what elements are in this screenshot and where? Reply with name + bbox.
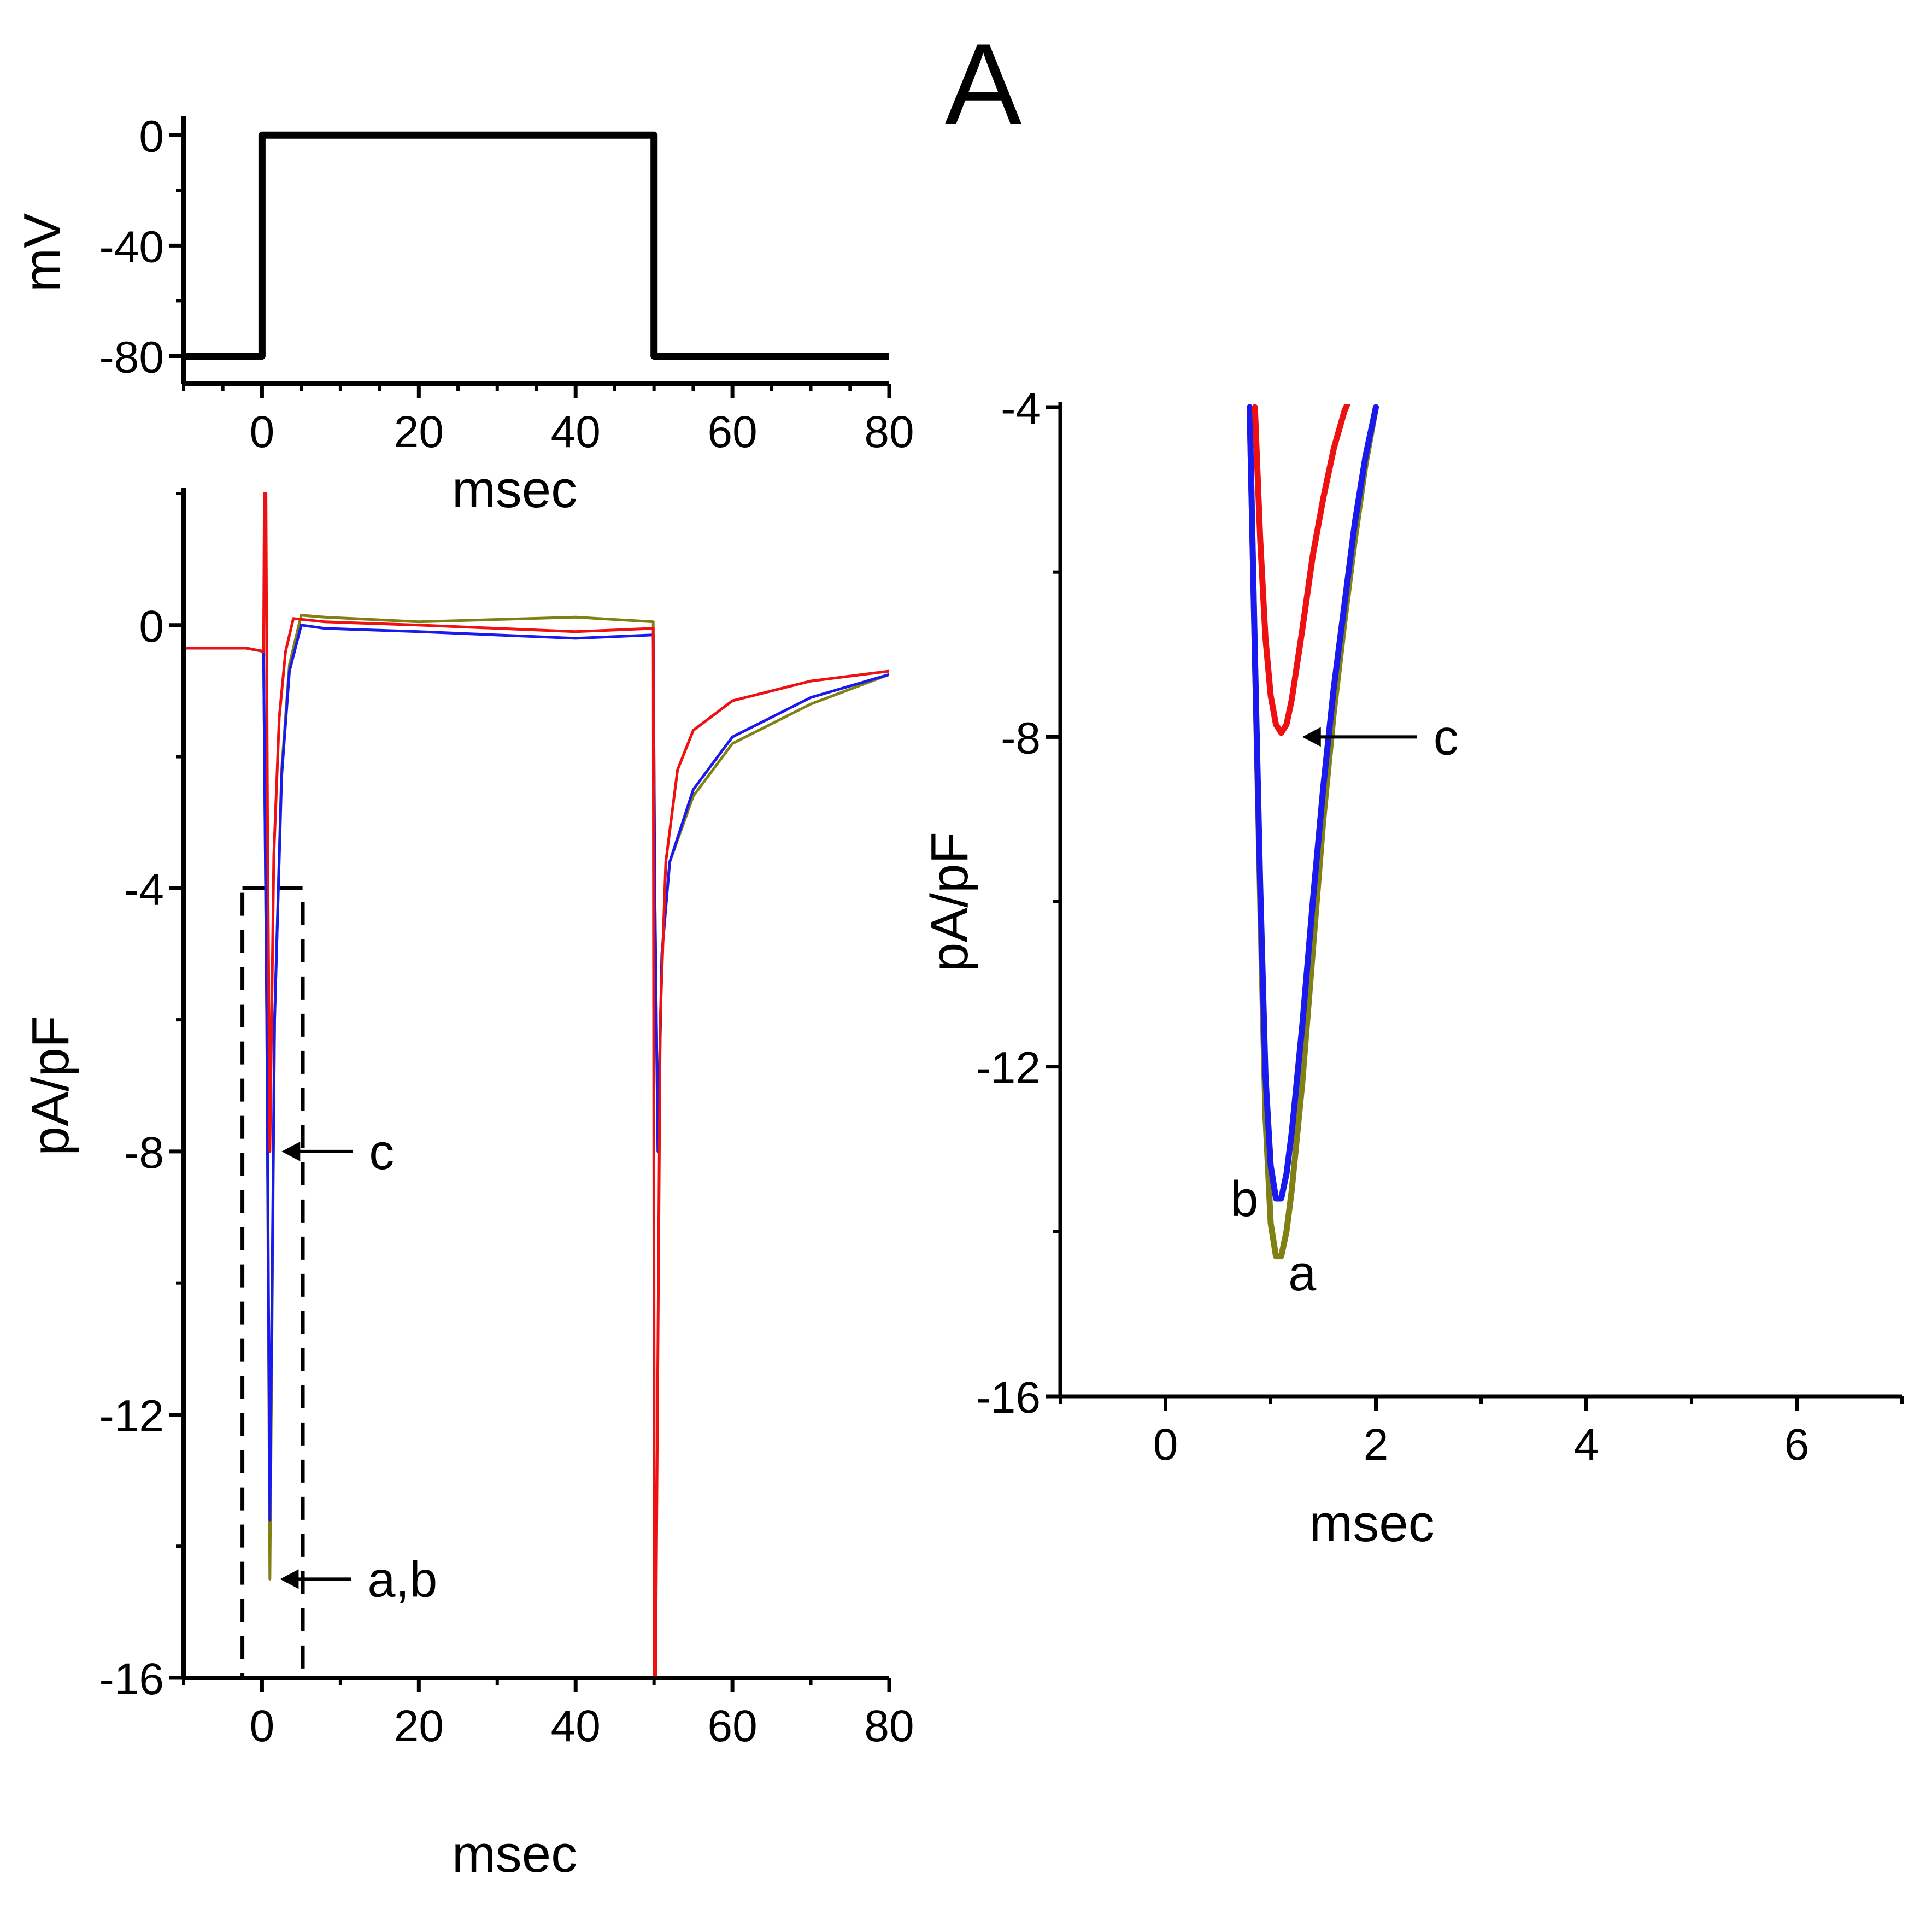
- series-line-b: [1247, 404, 1379, 1202]
- annotation-label: b: [1230, 1171, 1258, 1227]
- x-tick-label: 0: [250, 1701, 275, 1751]
- x-tick-label: 80: [864, 407, 914, 457]
- x-tick-label: 20: [394, 407, 444, 457]
- x-tick-label: 20: [394, 1701, 444, 1751]
- annotation-arrow-head: [1302, 727, 1321, 747]
- series-group: [184, 131, 889, 360]
- y-tick-label: -12: [976, 1043, 1041, 1093]
- series-group: [1247, 404, 1379, 1260]
- y-axis-title: pA/pF: [21, 1015, 80, 1155]
- x-tick-label: 4: [1574, 1420, 1599, 1470]
- annotation-arrow-head: [280, 1569, 299, 1589]
- y-tick-label: 0: [139, 111, 164, 161]
- x-tick-label: 60: [708, 1701, 757, 1751]
- series-line-c: [1252, 404, 1351, 736]
- zoom-region-box: [240, 886, 305, 1680]
- annotation-label: a: [1288, 1246, 1317, 1301]
- panel-label: A: [945, 20, 1021, 148]
- x-tick-label: 0: [250, 407, 275, 457]
- x-tick-label: 6: [1784, 1420, 1810, 1470]
- annotation-label: a,b: [367, 1552, 437, 1607]
- voltage-protocol-chart: 0 20 40 60 80 0 -40 -80 msec mV: [13, 111, 914, 519]
- annotation-arrow-head: [281, 1141, 301, 1161]
- x-axis-title: msec: [452, 1825, 577, 1883]
- current-trace-chart: 0 20 40 60 80 0 -4 -8 -12 -16 msec pA/pF c a,b: [21, 488, 914, 1883]
- zoomed-current-chart: 0 2 4 6 -4 -8 -12 -16 msec pA/pF c ba: [920, 384, 1904, 1553]
- y-tick-label: -12: [99, 1391, 164, 1441]
- x-tick-label: 40: [551, 407, 601, 457]
- series-line-b: [184, 624, 889, 1522]
- y-tick-label: -8: [124, 1128, 164, 1178]
- y-tick-label: -16: [976, 1373, 1041, 1423]
- annotation-label: c: [369, 1124, 394, 1180]
- x-axis-title: msec: [452, 460, 577, 519]
- series-line-c: [184, 492, 889, 1678]
- x-tick-label: 60: [708, 407, 757, 457]
- y-axis-title: mV: [13, 213, 72, 292]
- x-tick-label: 40: [551, 1701, 601, 1751]
- series-group: [184, 492, 889, 1678]
- y-tick-label: -16: [99, 1654, 164, 1704]
- x-axis-title: msec: [1309, 1494, 1434, 1553]
- y-tick-label: -8: [1001, 713, 1041, 763]
- y-tick-label: -4: [124, 865, 164, 914]
- x-tick-label: 2: [1364, 1420, 1389, 1470]
- y-tick-label: -4: [1001, 384, 1041, 433]
- y-tick-label: 0: [139, 602, 164, 651]
- x-tick-label: 80: [864, 1701, 914, 1751]
- series-line-command-step: [184, 131, 889, 360]
- y-tick-label: -80: [99, 332, 164, 382]
- annotation-label: c: [1434, 709, 1459, 765]
- x-tick-label: 0: [1153, 1420, 1178, 1470]
- y-axis-title: pA/pF: [920, 832, 979, 972]
- series-line-a: [184, 614, 889, 1581]
- y-tick-label: -40: [99, 222, 164, 272]
